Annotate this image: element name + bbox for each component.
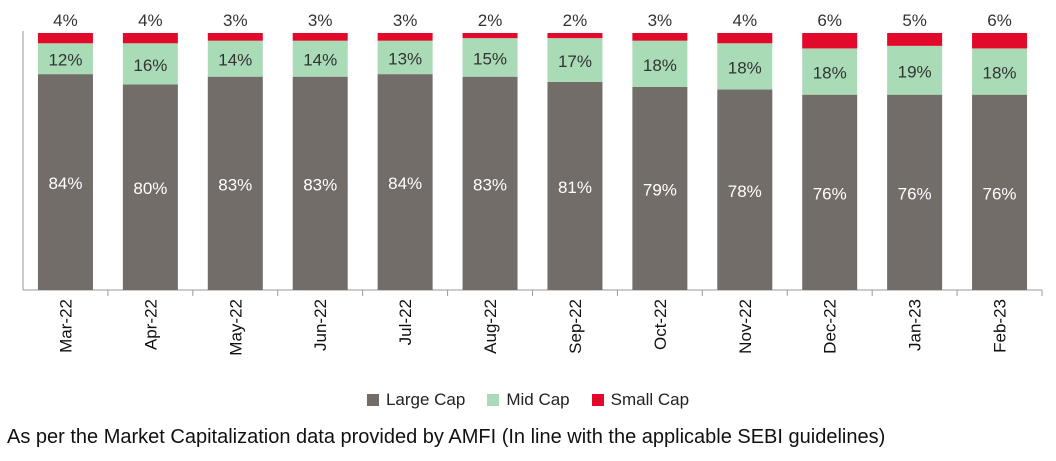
bar-large-cap-jul-22 bbox=[377, 74, 433, 291]
x-tick-label-aug-22: Aug-22 bbox=[481, 299, 500, 354]
legend-label: Small Cap bbox=[610, 390, 690, 409]
bar-mid-cap-oct-22 bbox=[632, 40, 688, 87]
bar-mid-cap-feb-23 bbox=[972, 48, 1028, 95]
x-tick-label-oct-22: Oct-22 bbox=[651, 299, 670, 350]
bar-large-cap-aug-22 bbox=[462, 76, 518, 290]
bar-small-cap-sep-22 bbox=[547, 33, 603, 39]
data-label-mid-cap-feb-23: 18% bbox=[983, 64, 1017, 83]
data-label-large-cap-sep-22: 81% bbox=[558, 178, 592, 197]
data-label-mid-cap-jun-22: 14% bbox=[303, 51, 337, 70]
data-label-mid-cap-aug-22: 15% bbox=[473, 49, 507, 68]
bar-small-cap-mar-22 bbox=[37, 33, 93, 44]
data-label-large-cap-jun-22: 83% bbox=[303, 175, 337, 194]
bar-large-cap-nov-22 bbox=[717, 89, 773, 290]
data-label-small-cap-sep-22: 2% bbox=[563, 11, 588, 30]
bar-small-cap-jan-23 bbox=[887, 33, 943, 46]
data-label-large-cap-nov-22: 78% bbox=[728, 182, 762, 201]
data-label-mid-cap-jul-22: 13% bbox=[388, 49, 422, 68]
bar-small-cap-dec-22 bbox=[802, 33, 858, 49]
legend-swatch bbox=[591, 394, 604, 406]
data-label-small-cap-aug-22: 2% bbox=[478, 11, 503, 30]
bar-mid-cap-nov-22 bbox=[717, 43, 773, 90]
stacked-bar-chart: 84% 12% 4% Mar-22 80% 16% 4% Apr-22 83% 14% 3% May-… bbox=[22, 11, 1043, 356]
bar-mid-cap-dec-22 bbox=[802, 48, 858, 95]
data-label-mid-cap-apr-22: 16% bbox=[133, 56, 167, 75]
legend-swatch bbox=[487, 394, 500, 406]
data-label-mid-cap-dec-22: 18% bbox=[813, 64, 847, 83]
data-label-small-cap-mar-22: 4% bbox=[53, 11, 78, 30]
bar-mid-cap-apr-22 bbox=[122, 43, 178, 85]
data-label-mid-cap-jan-23: 19% bbox=[898, 62, 932, 81]
bar-mid-cap-aug-22 bbox=[462, 38, 518, 77]
data-label-large-cap-aug-22: 83% bbox=[473, 175, 507, 194]
bar-large-cap-jan-23 bbox=[887, 94, 943, 291]
bar-small-cap-may-22 bbox=[207, 33, 263, 41]
bar-mid-cap-jul-22 bbox=[377, 40, 433, 75]
bar-small-cap-feb-23 bbox=[972, 33, 1028, 49]
bar-large-cap-sep-22 bbox=[547, 81, 603, 290]
bar-small-cap-nov-22 bbox=[717, 33, 773, 44]
data-label-large-cap-feb-23: 76% bbox=[983, 184, 1017, 203]
bar-small-cap-oct-22 bbox=[632, 33, 688, 41]
legend-label: Large Cap bbox=[385, 390, 466, 409]
bar-large-cap-apr-22 bbox=[122, 84, 178, 291]
data-label-mid-cap-oct-22: 18% bbox=[643, 56, 677, 75]
legend: Large Cap Mid Cap Small Cap bbox=[0, 388, 1056, 412]
bar-mid-cap-sep-22 bbox=[547, 38, 603, 82]
data-label-large-cap-jul-22: 84% bbox=[388, 174, 422, 193]
x-tick-label-apr-22: Apr-22 bbox=[141, 299, 160, 350]
bar-large-cap-feb-23 bbox=[972, 94, 1028, 291]
data-label-small-cap-nov-22: 4% bbox=[733, 11, 758, 30]
data-label-large-cap-oct-22: 79% bbox=[643, 180, 677, 199]
bar-small-cap-jul-22 bbox=[377, 33, 433, 41]
legend-item-mid-cap: Mid Cap bbox=[487, 390, 570, 410]
data-label-small-cap-may-22: 3% bbox=[223, 11, 248, 30]
bar-large-cap-dec-22 bbox=[802, 94, 858, 291]
data-label-small-cap-dec-22: 6% bbox=[817, 11, 842, 30]
bar-mid-cap-may-22 bbox=[207, 40, 263, 77]
data-label-large-cap-may-22: 83% bbox=[218, 175, 252, 194]
data-label-small-cap-oct-22: 3% bbox=[648, 11, 673, 30]
legend-swatch bbox=[366, 394, 379, 406]
x-tick-label-may-22: May-22 bbox=[226, 299, 245, 356]
bar-large-cap-jun-22 bbox=[292, 76, 348, 290]
bar-large-cap-may-22 bbox=[207, 76, 263, 290]
data-label-mid-cap-mar-22: 12% bbox=[48, 51, 82, 70]
data-label-small-cap-apr-22: 4% bbox=[138, 11, 163, 30]
bar-small-cap-aug-22 bbox=[462, 33, 518, 39]
legend-item-large-cap: Large Cap bbox=[366, 390, 466, 410]
legend-label: Mid Cap bbox=[506, 390, 570, 409]
data-label-small-cap-jan-23: 5% bbox=[902, 11, 927, 30]
bar-mid-cap-mar-22 bbox=[37, 43, 93, 75]
bar-small-cap-apr-22 bbox=[122, 33, 178, 44]
data-label-large-cap-dec-22: 76% bbox=[813, 184, 847, 203]
data-label-mid-cap-nov-22: 18% bbox=[728, 58, 762, 77]
bar-large-cap-mar-22 bbox=[37, 74, 93, 291]
bar-mid-cap-jun-22 bbox=[292, 40, 348, 77]
bar-mid-cap-jan-23 bbox=[887, 45, 943, 95]
x-tick-label-jul-22: Jul-22 bbox=[396, 299, 415, 345]
x-tick-label-feb-23: Feb-23 bbox=[991, 299, 1010, 353]
data-label-small-cap-jun-22: 3% bbox=[308, 11, 333, 30]
data-label-small-cap-jul-22: 3% bbox=[393, 11, 418, 30]
data-label-large-cap-jan-23: 76% bbox=[898, 184, 932, 203]
data-label-small-cap-feb-23: 6% bbox=[987, 11, 1012, 30]
x-tick-label-mar-22: Mar-22 bbox=[56, 299, 75, 353]
data-label-large-cap-mar-22: 84% bbox=[48, 174, 82, 193]
data-label-large-cap-apr-22: 80% bbox=[133, 179, 167, 198]
legend-item-small-cap: Small Cap bbox=[591, 390, 690, 410]
data-label-mid-cap-may-22: 14% bbox=[218, 51, 252, 70]
x-tick-label-dec-22: Dec-22 bbox=[821, 299, 840, 354]
bar-small-cap-jun-22 bbox=[292, 33, 348, 41]
data-label-mid-cap-sep-22: 17% bbox=[558, 52, 592, 71]
x-tick-label-jan-23: Jan-23 bbox=[906, 299, 925, 351]
bar-large-cap-oct-22 bbox=[632, 86, 688, 290]
x-tick-label-jun-22: Jun-22 bbox=[311, 299, 330, 351]
footnote: As per the Market Capitalization data pr… bbox=[7, 426, 886, 448]
x-tick-label-nov-22: Nov-22 bbox=[736, 299, 755, 354]
x-tick-label-sep-22: Sep-22 bbox=[566, 299, 585, 354]
